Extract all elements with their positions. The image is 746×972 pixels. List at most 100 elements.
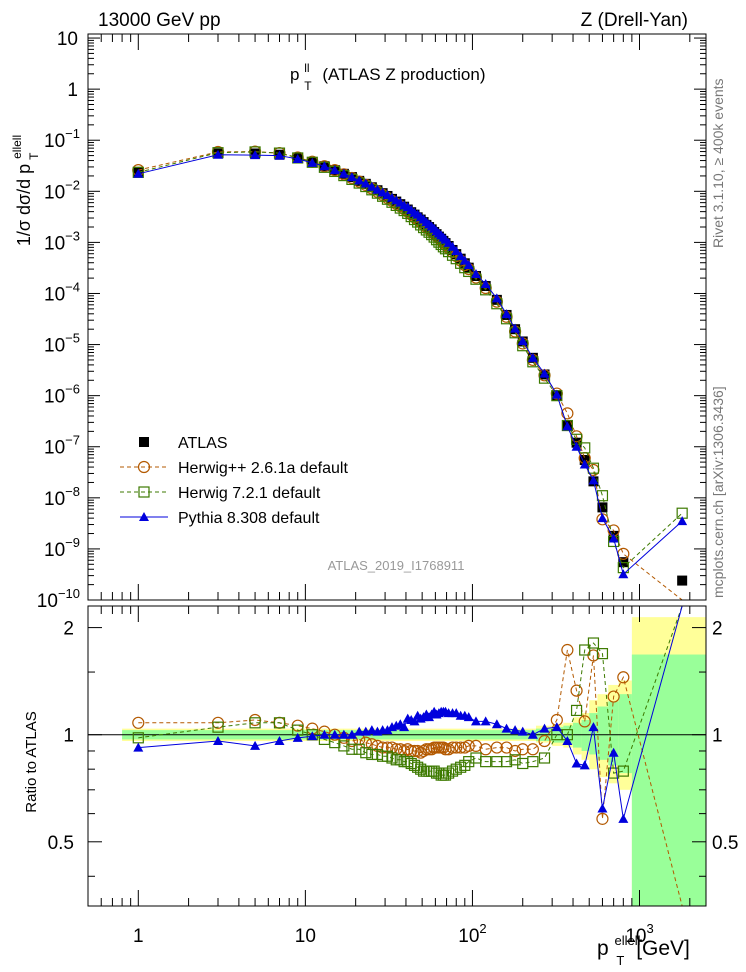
- ratio-point-1-40: [463, 756, 475, 768]
- title-main: p: [290, 65, 299, 84]
- band-inner-5: [581, 719, 590, 751]
- main-point-1-50: [561, 407, 574, 420]
- x-tick-labels: 1 10 102 103: [133, 921, 654, 947]
- ratio-point-0-50: [561, 643, 574, 657]
- main-point-3-54: [597, 513, 608, 523]
- ratio-series-1: [132, 605, 683, 781]
- header-right: Z (Drell-Yan): [581, 10, 688, 31]
- main-point-3-9: [346, 172, 357, 182]
- main-point-3-42: [480, 279, 491, 289]
- ratio-point-0-40: [462, 739, 475, 753]
- main-point-3-50: [562, 421, 573, 431]
- main-point-3-37: [451, 245, 462, 255]
- ratio-point-1-16: [386, 752, 398, 764]
- main-point-3-0: [133, 168, 144, 178]
- ratio-point-0-46: [516, 743, 529, 756]
- ratio-point-1-54: [596, 648, 609, 660]
- ratio-point-0-36: [446, 741, 459, 754]
- ylabel-main: 1/σ dσ/d p: [14, 164, 34, 246]
- ratio-point-1-9: [346, 743, 358, 755]
- legend: ATLAS Herwig++ 2.6.1a default Herwig 7.2.1…: [120, 435, 348, 527]
- legend-marker-2: [138, 486, 150, 498]
- ratio-point-1-53: [587, 637, 600, 649]
- ratio-point-2-0: [133, 742, 144, 752]
- main-point-3-47: [527, 352, 538, 362]
- main-point-3-6: [319, 161, 330, 171]
- ratio-point-1-23: [412, 761, 424, 773]
- ratio-y-tick-label-right: 1: [712, 726, 723, 747]
- ylabel-sub: T: [27, 152, 41, 160]
- band-inner-7: [597, 706, 609, 760]
- ratio-series-line-0: [138, 649, 683, 907]
- main-point-3-44: [501, 309, 512, 319]
- main-point-3-43: [491, 293, 502, 303]
- ratio-y-tick-label: 0.5: [48, 833, 74, 854]
- ratio-point-1-41: [470, 752, 482, 764]
- xlabel-sup: ellell: [615, 933, 641, 948]
- ratio-point-0-44: [500, 741, 513, 754]
- legend-label-2: Herwig 7.2.1 default: [178, 485, 321, 502]
- ratio-point-2-10: [354, 726, 365, 736]
- y-tick-label: 10−1: [44, 126, 80, 152]
- band-inner-6: [589, 713, 598, 755]
- ratio-point-0-47: [526, 743, 539, 756]
- ratio-point-0-0: [132, 716, 145, 729]
- source-label: mcplots.cern.ch [arXiv:1306.3436]: [710, 386, 726, 598]
- ratio-point-0-33: [437, 741, 450, 754]
- main-point-3-52: [579, 459, 590, 469]
- x-tick-label: 10: [295, 926, 316, 947]
- ratio-point-2-12: [366, 725, 377, 735]
- y-tick-label: 10−7: [44, 433, 80, 459]
- ratio-point-1-2: [249, 717, 261, 729]
- main-point-3-55: [608, 533, 619, 543]
- ratio-frame: [87, 605, 707, 907]
- ratio-point-2-8: [338, 729, 349, 739]
- ratio-point-2-51: [571, 758, 582, 768]
- ratio-point-2-19: [399, 722, 410, 732]
- ratio-y-axis-label: Ratio to ATLAS: [23, 711, 40, 812]
- main-point-3-1: [213, 149, 224, 159]
- main-point-3-45: [510, 323, 521, 333]
- legend-marker-3: [139, 512, 149, 521]
- y-tick-label: 1: [67, 80, 78, 101]
- main-point-3-11: [360, 178, 371, 188]
- legend-label-1: Herwig++ 2.6.1a default: [178, 460, 348, 477]
- ratio-point-2-41: [470, 716, 481, 726]
- ratio-point-1-35: [443, 767, 455, 779]
- main-point-3-7: [329, 165, 340, 175]
- ratio-point-2-22: [409, 716, 420, 726]
- main-point-3-4: [292, 153, 303, 163]
- band-inner-10: [631, 654, 706, 906]
- main-series-3: [133, 149, 688, 579]
- x-axis-label: p ellell T [GeV]: [597, 927, 690, 970]
- ratio-point-0-28: [425, 743, 438, 756]
- main-point-3-12: [366, 181, 377, 191]
- ratio-point-2-52: [579, 760, 590, 770]
- ratio-point-0-22: [408, 744, 421, 758]
- ratio-point-1-36: [446, 765, 459, 777]
- ratio-point-1-11: [360, 747, 372, 759]
- legend-label-3: Pythia 8.308 default: [178, 510, 320, 527]
- main-point-3-40: [463, 260, 474, 270]
- main-point-3-2: [250, 150, 261, 160]
- main-point-2-5: [306, 156, 318, 168]
- ratio-point-1-22: [408, 759, 421, 771]
- main-point-3-48: [539, 368, 550, 378]
- ratio-point-1-48: [538, 752, 551, 764]
- band-inner-9: [618, 694, 632, 774]
- ratio-series-2: [133, 605, 683, 823]
- ratio-point-1-44: [500, 756, 513, 768]
- xlabel-unit: [GeV]: [636, 937, 690, 960]
- ratio-point-0-43: [490, 741, 503, 754]
- y-tick-label: 10: [57, 29, 78, 50]
- main-point-3-51: [571, 441, 582, 451]
- ratio-point-1-38: [455, 761, 467, 773]
- y-tick-labels: 10 1 10−1 10−2 10−3 10−4 10−5 10−6 10−7 10−8 10−9 1…: [37, 29, 80, 612]
- legend-marker-0: [139, 437, 149, 447]
- ratio-point-0-52: [578, 715, 591, 728]
- ratio-point-2-1: [213, 736, 224, 746]
- ratio-point-2-55: [608, 747, 619, 757]
- main-point-3-3: [274, 150, 285, 160]
- main-point-0-54: [597, 502, 608, 513]
